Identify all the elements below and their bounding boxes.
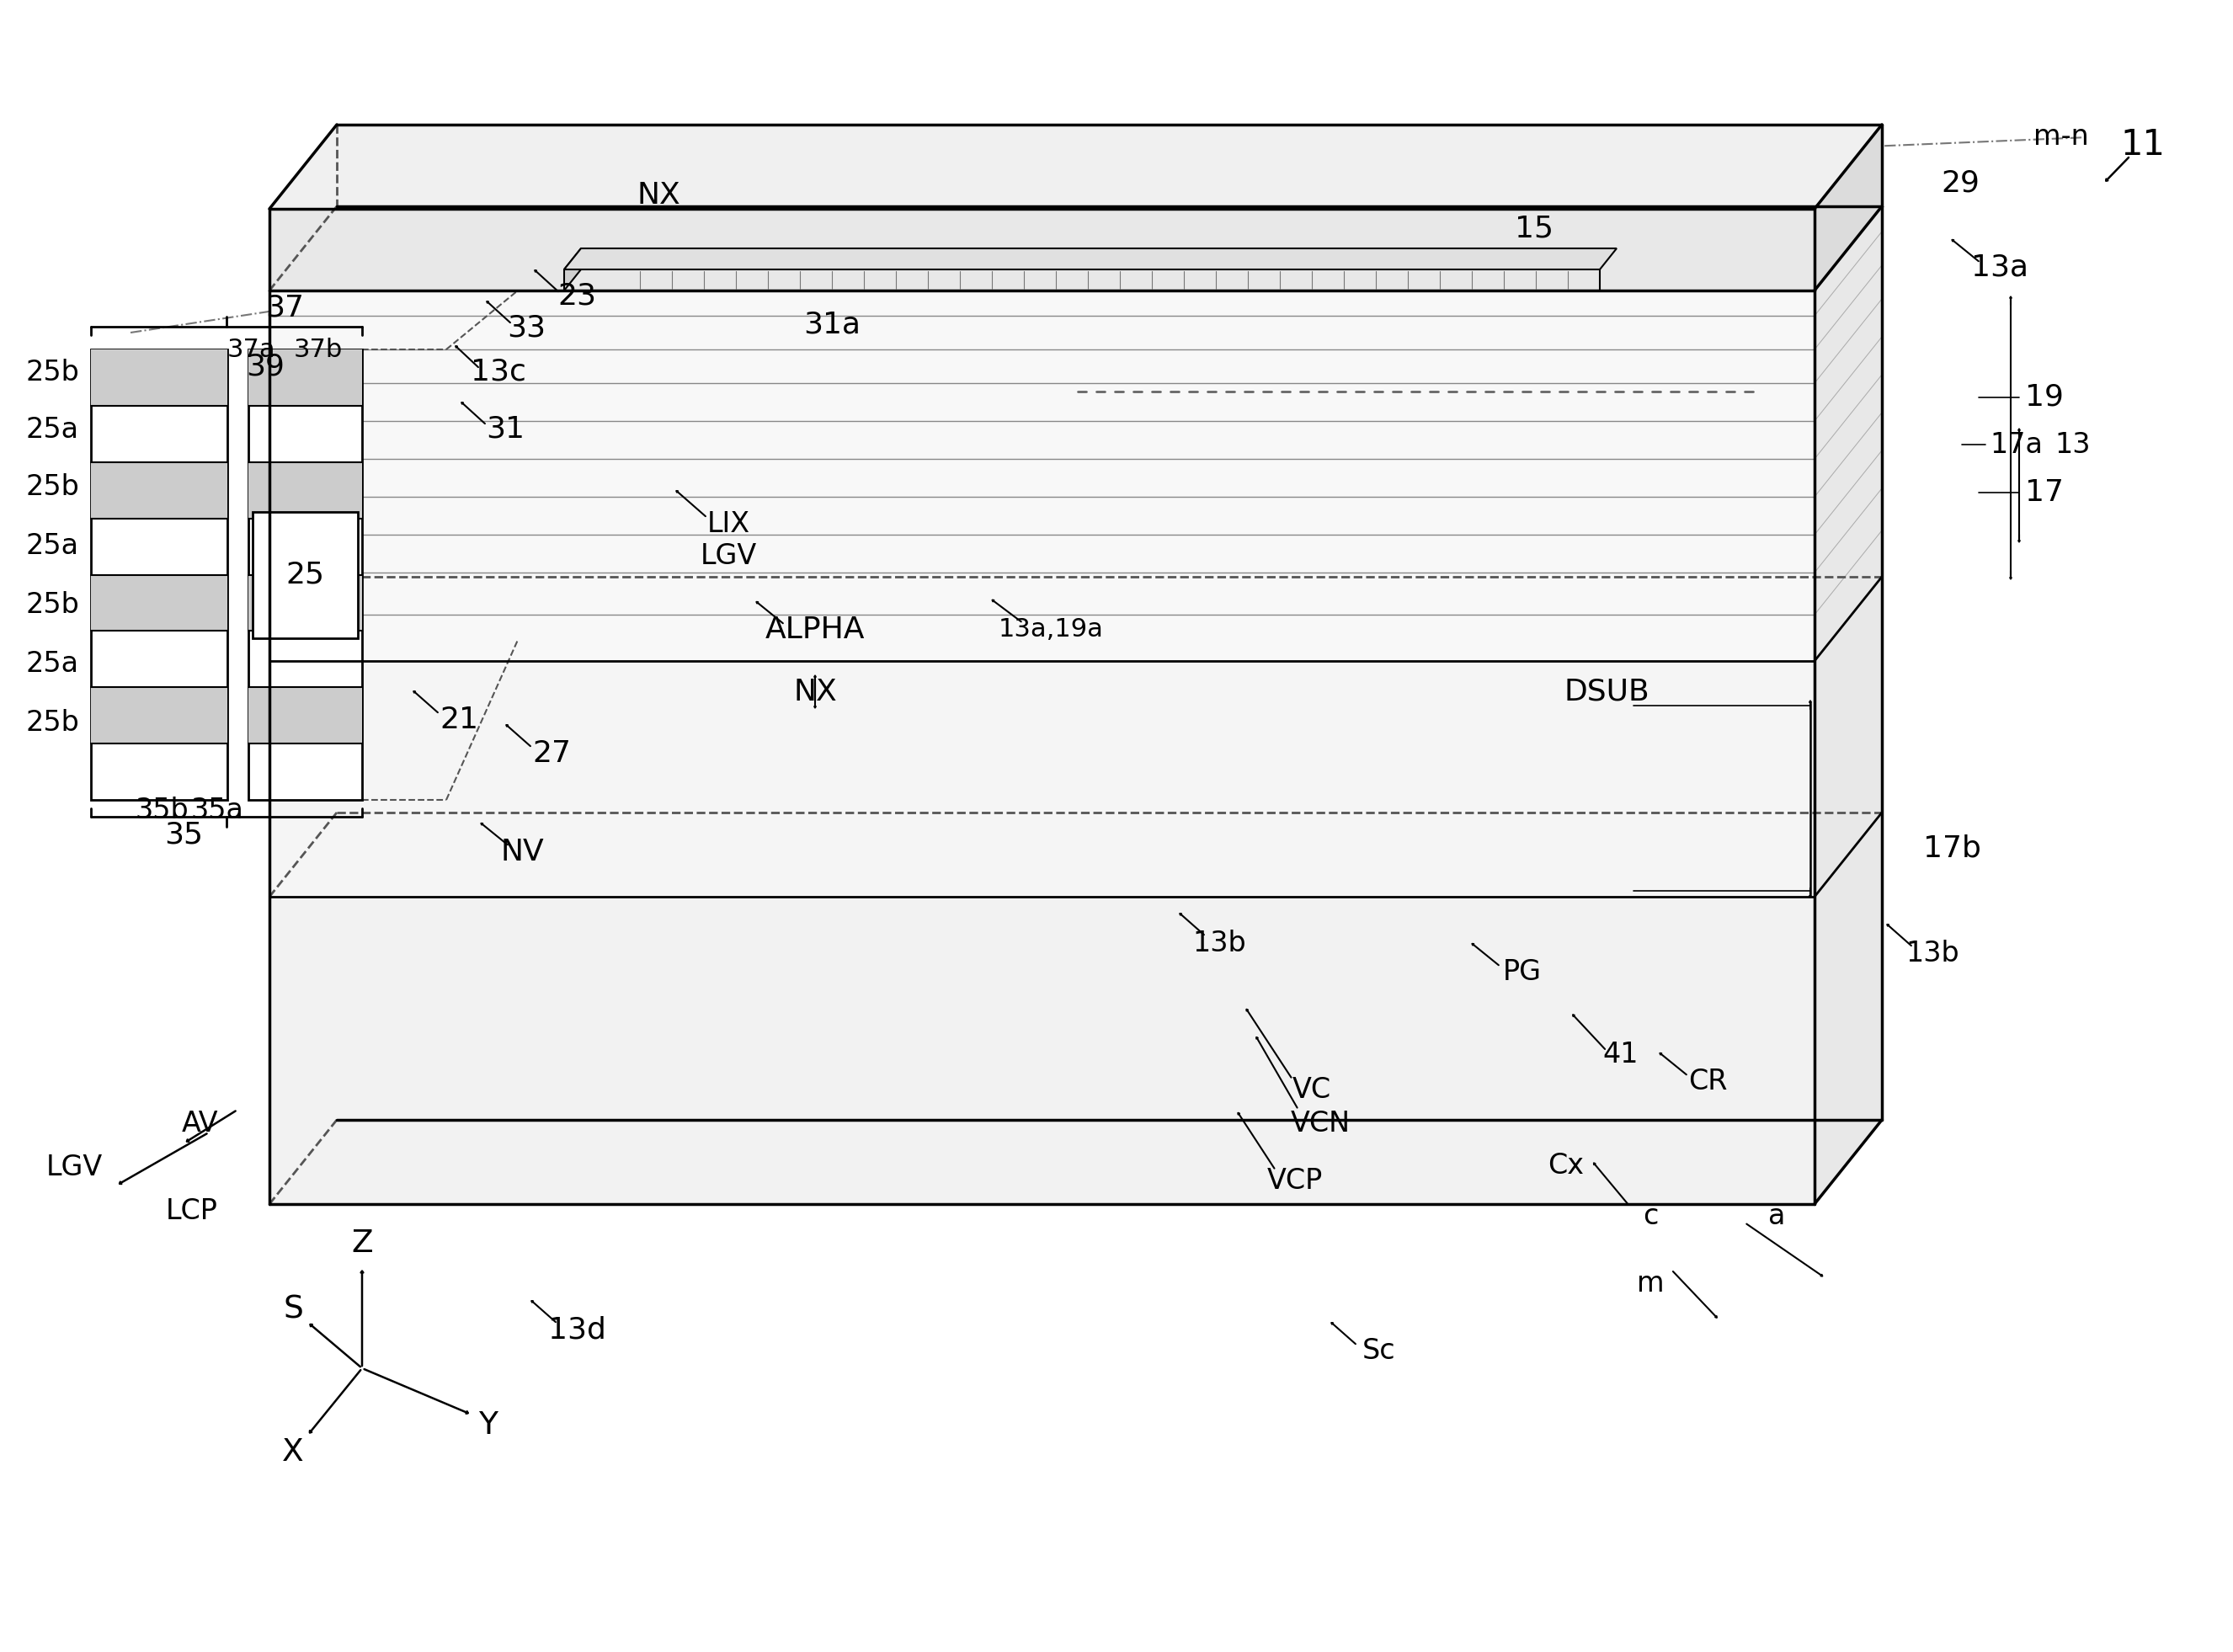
Text: 25a: 25a: [27, 532, 78, 560]
Text: m-n: m-n: [2034, 124, 2088, 150]
Text: 27: 27: [531, 740, 572, 768]
Text: 25b: 25b: [25, 709, 78, 737]
Text: 33: 33: [507, 314, 545, 342]
Text: Y: Y: [478, 1411, 498, 1441]
Text: LGV: LGV: [699, 542, 757, 570]
Text: 17a: 17a: [1990, 431, 2043, 459]
Polygon shape: [92, 687, 228, 743]
Polygon shape: [248, 463, 362, 519]
Text: 15: 15: [1514, 215, 1554, 243]
Text: VCP: VCP: [1266, 1166, 1322, 1194]
Text: 13b: 13b: [1905, 940, 1958, 966]
Text: 35b: 35b: [134, 796, 188, 824]
Text: 25a: 25a: [27, 649, 78, 677]
Text: 11: 11: [2121, 127, 2166, 162]
Polygon shape: [92, 350, 228, 800]
Polygon shape: [248, 350, 362, 406]
Polygon shape: [1815, 124, 1882, 291]
Text: a: a: [1769, 1203, 1784, 1231]
Text: 25a: 25a: [27, 416, 78, 443]
Polygon shape: [92, 463, 228, 519]
Text: 35a: 35a: [190, 796, 243, 824]
Text: 25b: 25b: [25, 358, 78, 387]
Text: Cx: Cx: [1547, 1153, 1583, 1180]
Text: m: m: [1637, 1270, 1664, 1298]
Text: 25: 25: [286, 560, 324, 590]
Polygon shape: [1815, 206, 1882, 1204]
Text: 13a: 13a: [1972, 253, 2028, 282]
Text: AV: AV: [183, 1110, 219, 1138]
Text: NV: NV: [500, 838, 545, 866]
Text: NX: NX: [793, 677, 837, 707]
Text: NX: NX: [636, 182, 681, 210]
Text: 37a: 37a: [228, 337, 275, 362]
Text: 23: 23: [558, 282, 596, 311]
Polygon shape: [270, 124, 1882, 208]
Text: DSUB: DSUB: [1563, 677, 1650, 707]
Text: 37b: 37b: [295, 337, 344, 362]
Text: 31a: 31a: [804, 311, 860, 339]
Polygon shape: [252, 512, 357, 638]
Polygon shape: [248, 350, 362, 800]
Text: ALPHA: ALPHA: [766, 616, 864, 644]
Text: CR: CR: [1688, 1069, 1726, 1095]
Text: LCP: LCP: [165, 1198, 219, 1224]
Text: 35: 35: [165, 821, 203, 849]
Polygon shape: [270, 206, 1882, 291]
Polygon shape: [92, 575, 228, 631]
Text: 37: 37: [266, 292, 304, 322]
Polygon shape: [92, 350, 228, 406]
Text: 25b: 25b: [25, 472, 78, 501]
Text: 25b: 25b: [25, 591, 78, 618]
Text: 13c: 13c: [471, 358, 527, 387]
Text: 13d: 13d: [547, 1317, 605, 1345]
Text: Sc: Sc: [1362, 1338, 1396, 1365]
Polygon shape: [270, 291, 1815, 1204]
Polygon shape: [565, 248, 1617, 269]
Polygon shape: [270, 208, 1815, 291]
Text: Z: Z: [351, 1229, 373, 1259]
Polygon shape: [248, 575, 362, 631]
Text: S: S: [284, 1294, 304, 1325]
Text: c: c: [1643, 1203, 1659, 1231]
Text: VC: VC: [1293, 1077, 1331, 1104]
Text: 19: 19: [2025, 383, 2063, 411]
Text: 29: 29: [1940, 169, 1978, 198]
Polygon shape: [270, 897, 1815, 1204]
Polygon shape: [270, 661, 1815, 1204]
Text: X: X: [281, 1437, 304, 1467]
Text: 17: 17: [2025, 479, 2063, 507]
Text: VCN: VCN: [1291, 1110, 1351, 1138]
Text: 31: 31: [487, 415, 525, 444]
Text: LIX: LIX: [708, 510, 750, 537]
Polygon shape: [565, 248, 581, 291]
Text: 41: 41: [1603, 1041, 1639, 1069]
Text: 13a,19a: 13a,19a: [998, 618, 1103, 643]
Text: LGV: LGV: [47, 1155, 103, 1181]
Polygon shape: [248, 687, 362, 743]
Text: PG: PG: [1503, 958, 1541, 986]
Text: 21: 21: [440, 705, 478, 733]
Text: 17b: 17b: [1923, 834, 1981, 862]
Text: 13: 13: [2054, 431, 2090, 459]
Text: 39: 39: [246, 352, 284, 380]
Text: 13b: 13b: [1192, 928, 1246, 957]
